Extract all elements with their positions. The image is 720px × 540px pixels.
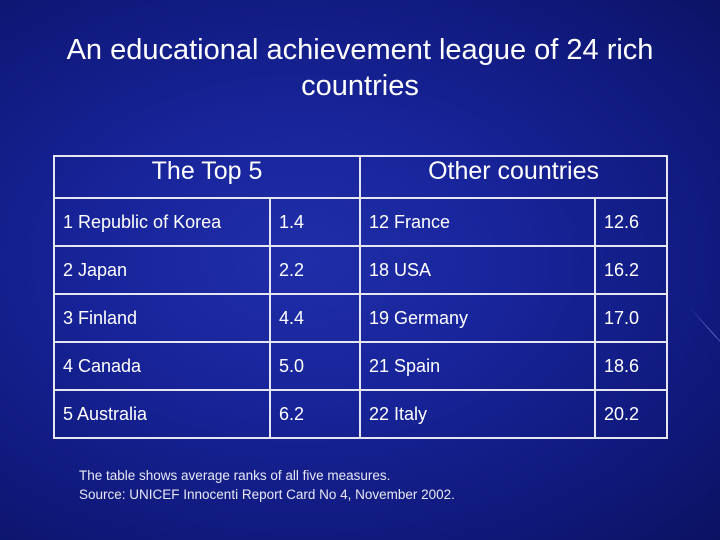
top-value-cell: 6.2 <box>268 389 362 439</box>
other-value-cell: 17.0 <box>594 293 669 343</box>
top-country-cell: 4 Canada <box>53 341 271 391</box>
other-value-cell: 18.6 <box>594 341 669 391</box>
other-country-cell: 21 Spain <box>359 341 597 391</box>
footnote-line-source: Source: UNICEF Innocenti Report Card No … <box>79 487 455 502</box>
other-value-cell: 16.2 <box>594 245 669 295</box>
top-value-cell: 1.4 <box>268 197 362 247</box>
table-row: 1 Republic of Korea 1.4 12 France 12.6 <box>53 197 669 247</box>
top-value-cell: 5.0 <box>268 341 362 391</box>
table-header-row: The Top 5 Other countries <box>52 155 669 199</box>
decorative-line <box>688 306 720 360</box>
other-value-cell: 20.2 <box>594 389 669 439</box>
other-country-cell: 19 Germany <box>359 293 597 343</box>
table-row: 4 Canada 5.0 21 Spain 18.6 <box>53 341 669 391</box>
other-country-cell: 18 USA <box>359 245 597 295</box>
header-other-countries: Other countries <box>359 155 669 199</box>
table-row: 5 Australia 6.2 22 Italy 20.2 <box>53 389 669 439</box>
league-table: The Top 5 Other countries 1 Republic of … <box>52 155 669 439</box>
footnote: The table shows average ranks of all fiv… <box>79 466 455 504</box>
footnote-line-measures: The table shows average ranks of all fiv… <box>79 468 391 483</box>
header-top5: The Top 5 <box>52 155 362 199</box>
top-value-cell: 4.4 <box>268 293 362 343</box>
slide-title: An educational achievement league of 24 … <box>66 34 654 102</box>
other-country-cell: 22 Italy <box>359 389 597 439</box>
top-value-cell: 2.2 <box>268 245 362 295</box>
top-country-cell: 5 Australia <box>53 389 271 439</box>
other-country-cell: 12 France <box>359 197 597 247</box>
top-country-cell: 1 Republic of Korea <box>53 197 271 247</box>
table-row: 3 Finland 4.4 19 Germany 17.0 <box>53 293 669 343</box>
other-value-cell: 12.6 <box>594 197 669 247</box>
top-country-cell: 3 Finland <box>53 293 271 343</box>
table-row: 2 Japan 2.2 18 USA 16.2 <box>53 245 669 295</box>
top-country-cell: 2 Japan <box>53 245 271 295</box>
